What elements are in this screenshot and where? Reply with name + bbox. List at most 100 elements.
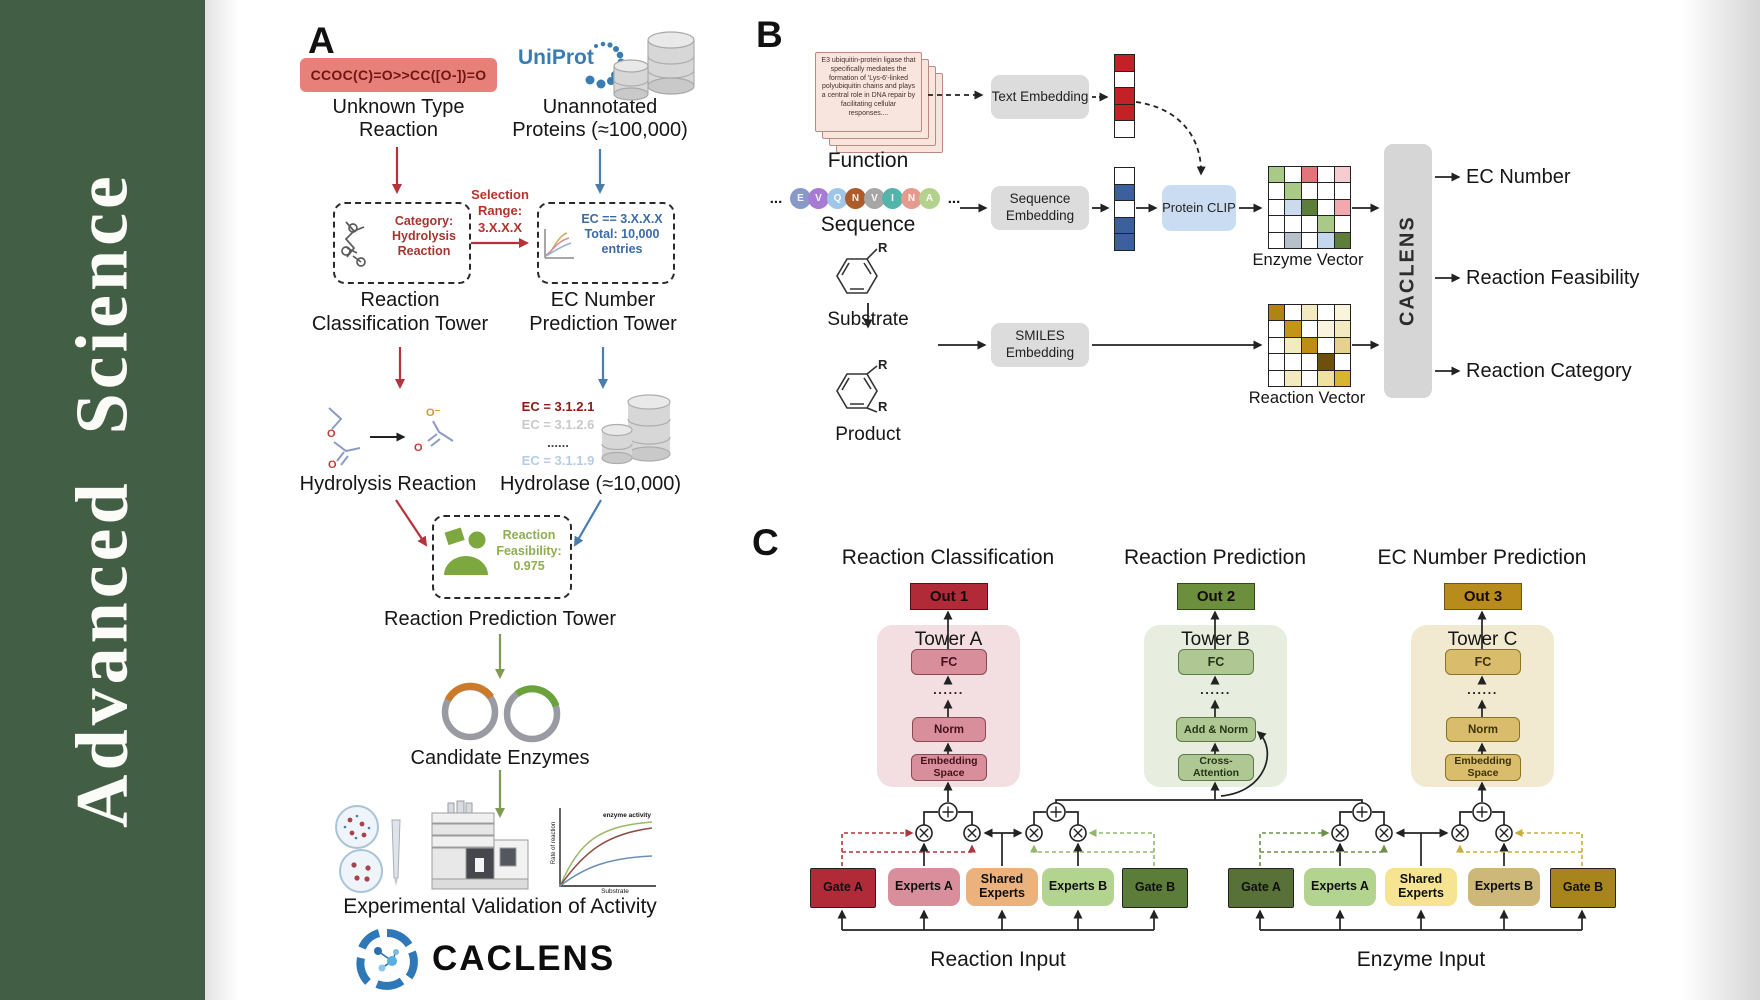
- tower-c-label: Tower C: [1447, 629, 1518, 650]
- enzyme-vector-matrix: [1268, 166, 1351, 249]
- hplc-instrument-icon: [431, 800, 529, 890]
- substrate-caption: Substrate: [827, 309, 909, 330]
- product-r2-label: R: [878, 399, 888, 414]
- enzyme-experts-a: Experts A: [1304, 868, 1376, 906]
- journal-title: Advanced Science: [61, 172, 144, 828]
- residue-a: A: [919, 188, 940, 209]
- product-caption: Product: [835, 424, 901, 445]
- substrate-r-label: R: [878, 240, 888, 255]
- tower-b-label: Tower B: [1181, 629, 1250, 650]
- page-gutter-shadow: [205, 0, 239, 1000]
- benzene-ring-substrate: [836, 248, 878, 294]
- mini-chart-title: enzyme activity: [602, 812, 652, 819]
- reaction-gate-b: Gate B: [1122, 868, 1188, 908]
- tower-b-fc: FC: [1178, 649, 1254, 675]
- text-embedding-vector: [1114, 54, 1135, 138]
- experimental-validation-caption: Experimental Validation of Activity: [343, 895, 657, 918]
- ec-item-3: EC = 3.1.1.9: [521, 453, 595, 468]
- tower-c-dots: ......: [1467, 682, 1498, 697]
- kinetics-chart-icon: [559, 808, 656, 887]
- database-stack-top-icon: [613, 31, 695, 101]
- function-card-text: E3 ubiquitin-protein ligase that specifi…: [821, 57, 916, 117]
- tower-c-norm: Norm: [1446, 717, 1520, 742]
- ec-range-text: EC == 3.X.X.X Total: 10,000 entries: [581, 212, 663, 256]
- out2-box: Out 2: [1177, 583, 1255, 610]
- journal-sidebar: Advanced Science: [0, 0, 205, 1000]
- unannotated-proteins-caption: Unannotated Proteins (≈100,000): [512, 96, 688, 141]
- residue-i: I: [882, 188, 903, 209]
- gate-weight-dashed-lines: [841, 829, 1583, 866]
- reaction-classification-box: [333, 202, 471, 284]
- benzene-ring-product: [836, 365, 878, 413]
- page-edge-gradient: [1682, 0, 1760, 1000]
- mini-chart-ylabel: Rate of reaction: [551, 821, 557, 865]
- reaction-vector-matrix: [1268, 304, 1351, 387]
- caclens-model-box: CACLENS: [1384, 144, 1432, 398]
- output-reaction-feasibility: Reaction Feasibility: [1466, 267, 1640, 289]
- reaction-prediction-tower-caption: Reaction Prediction Tower: [384, 608, 616, 630]
- smiles-embedding-box: SMILES Embedding: [991, 323, 1089, 367]
- product-r1-label: R: [878, 357, 888, 372]
- enzyme-input-label: Enzyme Input: [1356, 948, 1486, 971]
- tower-b-dots: ......: [1200, 682, 1231, 697]
- tower-a-norm: Norm: [912, 717, 986, 742]
- acetate-o-minus-atom: O⁻: [426, 407, 441, 419]
- tower-a-fc: FC: [911, 649, 987, 675]
- tower-b-cross-attention: Cross-Attention: [1178, 754, 1254, 781]
- tower-a-dots: ......: [933, 682, 964, 697]
- ec-item-2: EC = 3.1.2.6: [521, 417, 595, 432]
- hydrolase-caption: Hydrolase (≈10,000): [499, 473, 682, 495]
- column-title-reaction-prediction: Reaction Prediction: [1123, 546, 1307, 569]
- caclens-logo-icon: [356, 928, 418, 990]
- enzyme-shared-experts: Shared Experts: [1385, 868, 1457, 906]
- enzyme-gate-a: Gate A: [1228, 868, 1294, 908]
- reaction-gate-a: Gate A: [810, 868, 876, 908]
- sequence-embedding-vector: [1114, 167, 1135, 251]
- function-caption: Function: [827, 149, 909, 172]
- column-title-reaction-classification: Reaction Classification: [841, 546, 1055, 569]
- reaction-classification-tower-caption: Reaction Classification Tower: [311, 289, 489, 335]
- output-reaction-category: Reaction Category: [1466, 360, 1632, 382]
- uniprot-logo-text: UniProt: [518, 46, 594, 69]
- text-embedding-box: Text Embedding: [991, 75, 1089, 119]
- residue-n2: N: [901, 188, 922, 209]
- sequence-embedding-box: Sequence Embedding: [991, 186, 1089, 230]
- acetate-molecule-drawing: [427, 420, 454, 447]
- protein-clip-box: Protein CLIP: [1162, 185, 1236, 231]
- reaction-vector-label: Reaction Vector: [1248, 389, 1366, 407]
- tower-b-add-norm: Add & Norm: [1176, 717, 1256, 742]
- residue-v1: V: [808, 188, 829, 209]
- feasibility-score-text: Reaction Feasibility: 0.975: [496, 528, 562, 574]
- sample-inset-icons: [335, 805, 401, 893]
- acetate-o-atom: O: [414, 442, 423, 454]
- unknown-reaction-caption: Unknown Type Reaction: [332, 96, 465, 141]
- mini-chart-xlabel: Substrate: [601, 888, 629, 895]
- out1-box: Out 1: [910, 583, 988, 610]
- ec-database-stack-icon: [601, 394, 671, 465]
- ec-number-tower-caption: EC Number Prediction Tower: [529, 289, 677, 335]
- tower-a-embedding-space: Embedding Space: [911, 754, 987, 781]
- output-ec-number: EC Number: [1466, 166, 1571, 188]
- enzyme-icon-label: Enzyme: [451, 561, 481, 570]
- hydrolysis-reaction-caption: Hydrolysis Reaction: [299, 473, 477, 495]
- residue-v2: V: [864, 188, 885, 209]
- smiles-reaction-box: CCOC(C)=O>>CC([O-])=O: [300, 58, 497, 92]
- plasmid-icons: [441, 682, 561, 743]
- enzyme-experts-b: Experts B: [1468, 868, 1540, 906]
- reaction-experts-a: Experts A: [888, 868, 960, 906]
- ec-prediction-box: [537, 202, 675, 284]
- selection-range-label: Selection Range: 3.X.X.X: [471, 187, 529, 235]
- column-title-ec-number-prediction: EC Number Prediction: [1377, 546, 1587, 569]
- reaction-experts-b: Experts B: [1042, 868, 1114, 906]
- reaction-shared-experts: Shared Experts: [966, 868, 1038, 906]
- sum-nodes: [938, 802, 1492, 822]
- multiply-nodes: [915, 824, 1513, 842]
- function-card: E3 ubiquitin-protein ligase that specifi…: [815, 52, 922, 132]
- residue-n1: N: [845, 188, 866, 209]
- residue-e: E: [790, 188, 811, 209]
- residue-q: Q: [827, 188, 848, 209]
- tower-c-fc: FC: [1445, 649, 1521, 675]
- enzyme-vector-label: Enzyme Vector: [1252, 251, 1364, 269]
- sequence-ellipsis-left: ...: [769, 190, 783, 207]
